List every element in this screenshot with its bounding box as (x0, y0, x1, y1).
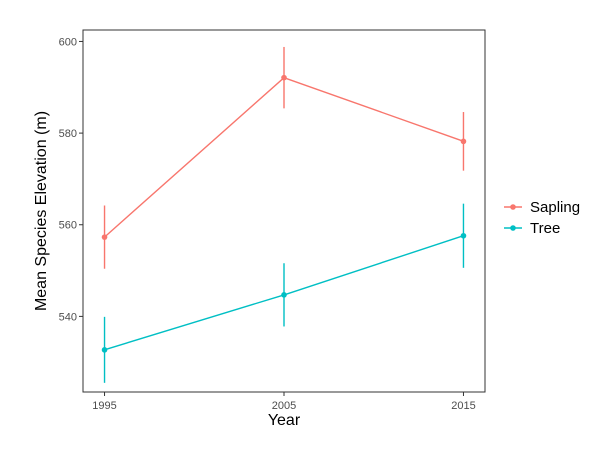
legend-label-tree: Tree (530, 220, 560, 237)
x-axis-title: Year (268, 412, 301, 429)
data-point-sapling (460, 138, 467, 145)
data-point-tree (460, 232, 467, 239)
legend-label-sapling: Sapling (530, 199, 580, 216)
y-tick-label: 560 (59, 220, 77, 232)
y-axis-title: Mean Species Elevation (m) (33, 111, 50, 311)
x-axis: 1995 2005 2015 (92, 392, 476, 412)
y-tick-label: 600 (59, 36, 77, 48)
series-layer (101, 46, 467, 383)
data-point-tree (101, 347, 108, 353)
legend-key-point-sapling (510, 204, 516, 210)
y-tick-label: 580 (59, 128, 77, 140)
data-point-sapling (101, 234, 108, 240)
data-point-sapling (281, 74, 287, 81)
x-tick-label: 2005 (272, 400, 296, 412)
data-point-tree (281, 292, 287, 298)
x-tick-label: 1995 (92, 400, 116, 412)
legend-key-point-tree (510, 225, 516, 231)
legend: Sapling Tree (504, 199, 580, 237)
y-tick-label: 540 (59, 311, 77, 323)
y-axis: 540 560 580 600 (59, 36, 83, 323)
x-tick-label: 2015 (451, 400, 475, 412)
